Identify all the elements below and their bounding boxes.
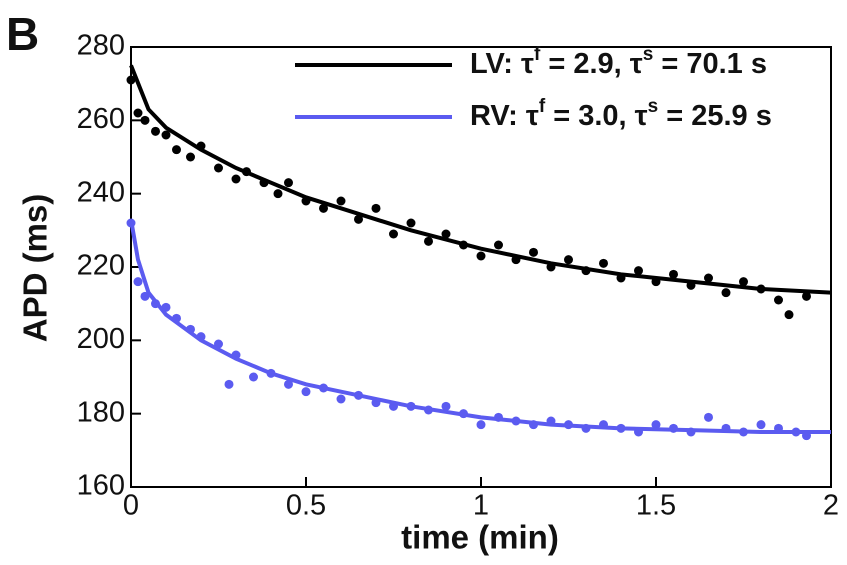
point [224, 379, 234, 389]
y-tick-label: 220 [77, 250, 125, 282]
legend-label: LV: τf = 2.9, τs = 70.1 s [470, 44, 767, 80]
point [739, 277, 748, 287]
point [802, 291, 811, 301]
x-tick-label: 1 [473, 490, 489, 522]
point [494, 240, 503, 250]
point [214, 163, 223, 173]
point [319, 203, 328, 213]
point [273, 189, 283, 199]
y-tick-label: 200 [77, 323, 125, 355]
y-tick-label: 240 [77, 176, 125, 208]
point [476, 420, 486, 430]
y-tick-label: 280 [77, 30, 125, 62]
point [441, 401, 451, 411]
point [774, 295, 783, 305]
point [476, 251, 486, 261]
point [336, 394, 346, 404]
point [371, 203, 381, 213]
point [133, 277, 143, 287]
point [140, 115, 150, 125]
legend-label: RV: τf = 3.0, τs = 25.9 s [470, 96, 772, 132]
point [441, 229, 451, 239]
point [249, 372, 258, 382]
point [704, 412, 713, 422]
point [354, 214, 363, 224]
point [721, 288, 731, 298]
point [756, 420, 766, 430]
point [784, 310, 794, 320]
point [424, 236, 433, 246]
x-tick-label: 2 [823, 490, 839, 522]
point [599, 258, 608, 268]
point [301, 387, 311, 397]
point [161, 130, 171, 140]
point [529, 247, 538, 257]
x-axis-title: time (min) [401, 519, 559, 556]
x-tick-label: 0.5 [286, 490, 326, 522]
point [564, 255, 573, 265]
point [406, 218, 416, 228]
point [133, 108, 143, 118]
x-tick-label: 1.5 [636, 490, 676, 522]
x-tick-label: 0 [123, 490, 139, 522]
point [284, 379, 293, 389]
point [186, 152, 195, 162]
y-axis-title: APD (ms) [17, 194, 54, 343]
point [284, 178, 293, 188]
point [231, 174, 241, 184]
point [389, 229, 398, 239]
point [172, 145, 181, 155]
point [634, 266, 643, 276]
point [669, 269, 678, 279]
point [126, 75, 136, 85]
point [151, 126, 160, 136]
y-tick-label: 260 [77, 103, 125, 135]
point [651, 420, 661, 430]
point [336, 196, 346, 206]
fit-line [129, 218, 831, 434]
fit-line [129, 64, 832, 295]
y-tick-label: 160 [77, 470, 125, 502]
point [704, 273, 713, 283]
panel-label: B [6, 8, 39, 60]
y-tick-label: 180 [77, 396, 125, 428]
